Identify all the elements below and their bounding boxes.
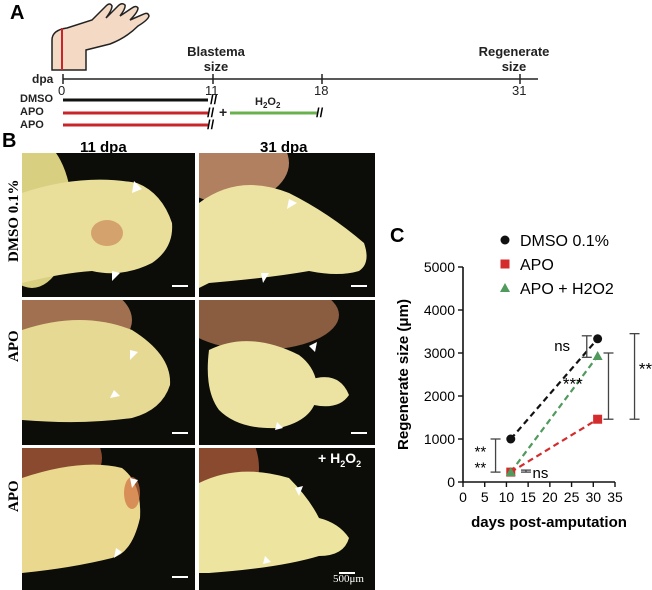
micrograph-apo-h2o2-31dpa <box>199 448 375 590</box>
annotation-11dpa-star-bottom: ** <box>475 460 487 477</box>
y-tick-label: 5000 <box>424 259 455 275</box>
annotation-31dpa-dmso-stars: *** <box>639 360 652 379</box>
legend-marker-0 <box>500 235 510 245</box>
micrograph-apo-31dpa <box>199 300 375 445</box>
data-point-2-0 <box>505 467 516 477</box>
svg-text://: // <box>207 117 215 132</box>
x-tick-label: 20 <box>542 489 558 505</box>
tick-18: 18 <box>314 83 329 98</box>
x-tick-label: 25 <box>564 489 580 505</box>
tick-0: 0 <box>58 83 66 98</box>
row-label-apo-2: APO <box>6 480 22 512</box>
x-tick-label: 5 <box>481 489 489 505</box>
x-tick-label: 30 <box>585 489 601 505</box>
data-point-0-1 <box>593 334 603 344</box>
timeline-axis: // // // // <box>62 74 538 132</box>
legend-marker-2 <box>500 283 510 292</box>
legend-label-apo: APO <box>520 257 554 274</box>
y-tick-label: 4000 <box>424 302 455 318</box>
row-dmso: DMSO <box>20 93 53 105</box>
annotation-31dpa-apo-stars: *** <box>563 375 583 394</box>
annotation-31dpa-ns: ns <box>554 338 570 355</box>
regenerate-label: Regenerate size <box>474 44 554 74</box>
h2o2-timeline-label: H2O2 <box>255 96 281 111</box>
svg-text://: // <box>207 105 215 120</box>
annotation-11dpa-ns: ns <box>532 465 548 482</box>
legend-label-dmso: DMSO 0.1% <box>520 233 609 250</box>
svg-text://: // <box>210 92 218 107</box>
x-tick-label: 35 <box>607 489 623 505</box>
tick-31: 31 <box>512 83 527 98</box>
y-tick-label: 3000 <box>424 345 455 361</box>
blastema-line1: Blastema <box>187 44 245 59</box>
y-tick-label: 1000 <box>424 431 455 447</box>
y-tick-label: 2000 <box>424 388 455 404</box>
legend-label-apo-h2o2: APO + H2O2 <box>520 281 614 298</box>
h2o2-overlay-label: + H2O2 <box>318 450 362 469</box>
x-tick-label: 15 <box>520 489 536 505</box>
series-line-0 <box>509 338 599 440</box>
annotation-11dpa-star-top: ** <box>475 444 487 461</box>
panel-a-letter: A <box>10 2 25 24</box>
row-label-apo-1: APO <box>6 330 22 362</box>
row-label-dmso: DMSO 0.1% <box>6 179 22 263</box>
legend-marker-1 <box>500 259 510 269</box>
dpa-label: dpa <box>32 72 54 86</box>
col-header-31dpa: 31 dpa <box>260 139 308 156</box>
regenerate-line2: size <box>501 59 527 74</box>
y-tick-label: 0 <box>447 474 455 490</box>
micrograph-dmso-11dpa <box>22 153 195 297</box>
micrograph-dmso-31dpa <box>199 153 375 297</box>
y-axis-label: Regenerate size (μm) <box>395 299 412 450</box>
panel-b-letter: B <box>2 130 17 152</box>
blastema-label: Blastema size <box>182 44 250 74</box>
x-tick-label: 0 <box>459 489 467 505</box>
row-apo-2: APO <box>20 119 44 131</box>
data-point-0-0 <box>506 434 516 444</box>
panel-c-letter: C <box>390 225 405 247</box>
series-line-2 <box>509 355 599 473</box>
col-header-11dpa: 11 dpa <box>80 139 127 156</box>
x-tick-label: 10 <box>499 489 515 505</box>
micrograph-apo-h2o2-11dpa <box>22 448 195 590</box>
svg-text://: // <box>316 105 324 120</box>
blastema-line2: size <box>203 59 229 74</box>
x-axis-label: days post-amputation <box>471 514 627 531</box>
regenerate-line1: Regenerate <box>478 44 550 59</box>
scale-bar-label: 500μm <box>333 573 364 585</box>
row-apo-1: APO <box>20 106 44 118</box>
micrograph-apo-11dpa <box>22 300 195 445</box>
tick-11: 11 <box>205 83 219 98</box>
hand-amputation-icon <box>51 2 150 71</box>
data-point-2-1 <box>592 351 603 361</box>
data-point-1-1 <box>593 414 603 424</box>
plus-sign: + <box>219 104 228 120</box>
series-line-1 <box>510 418 599 474</box>
